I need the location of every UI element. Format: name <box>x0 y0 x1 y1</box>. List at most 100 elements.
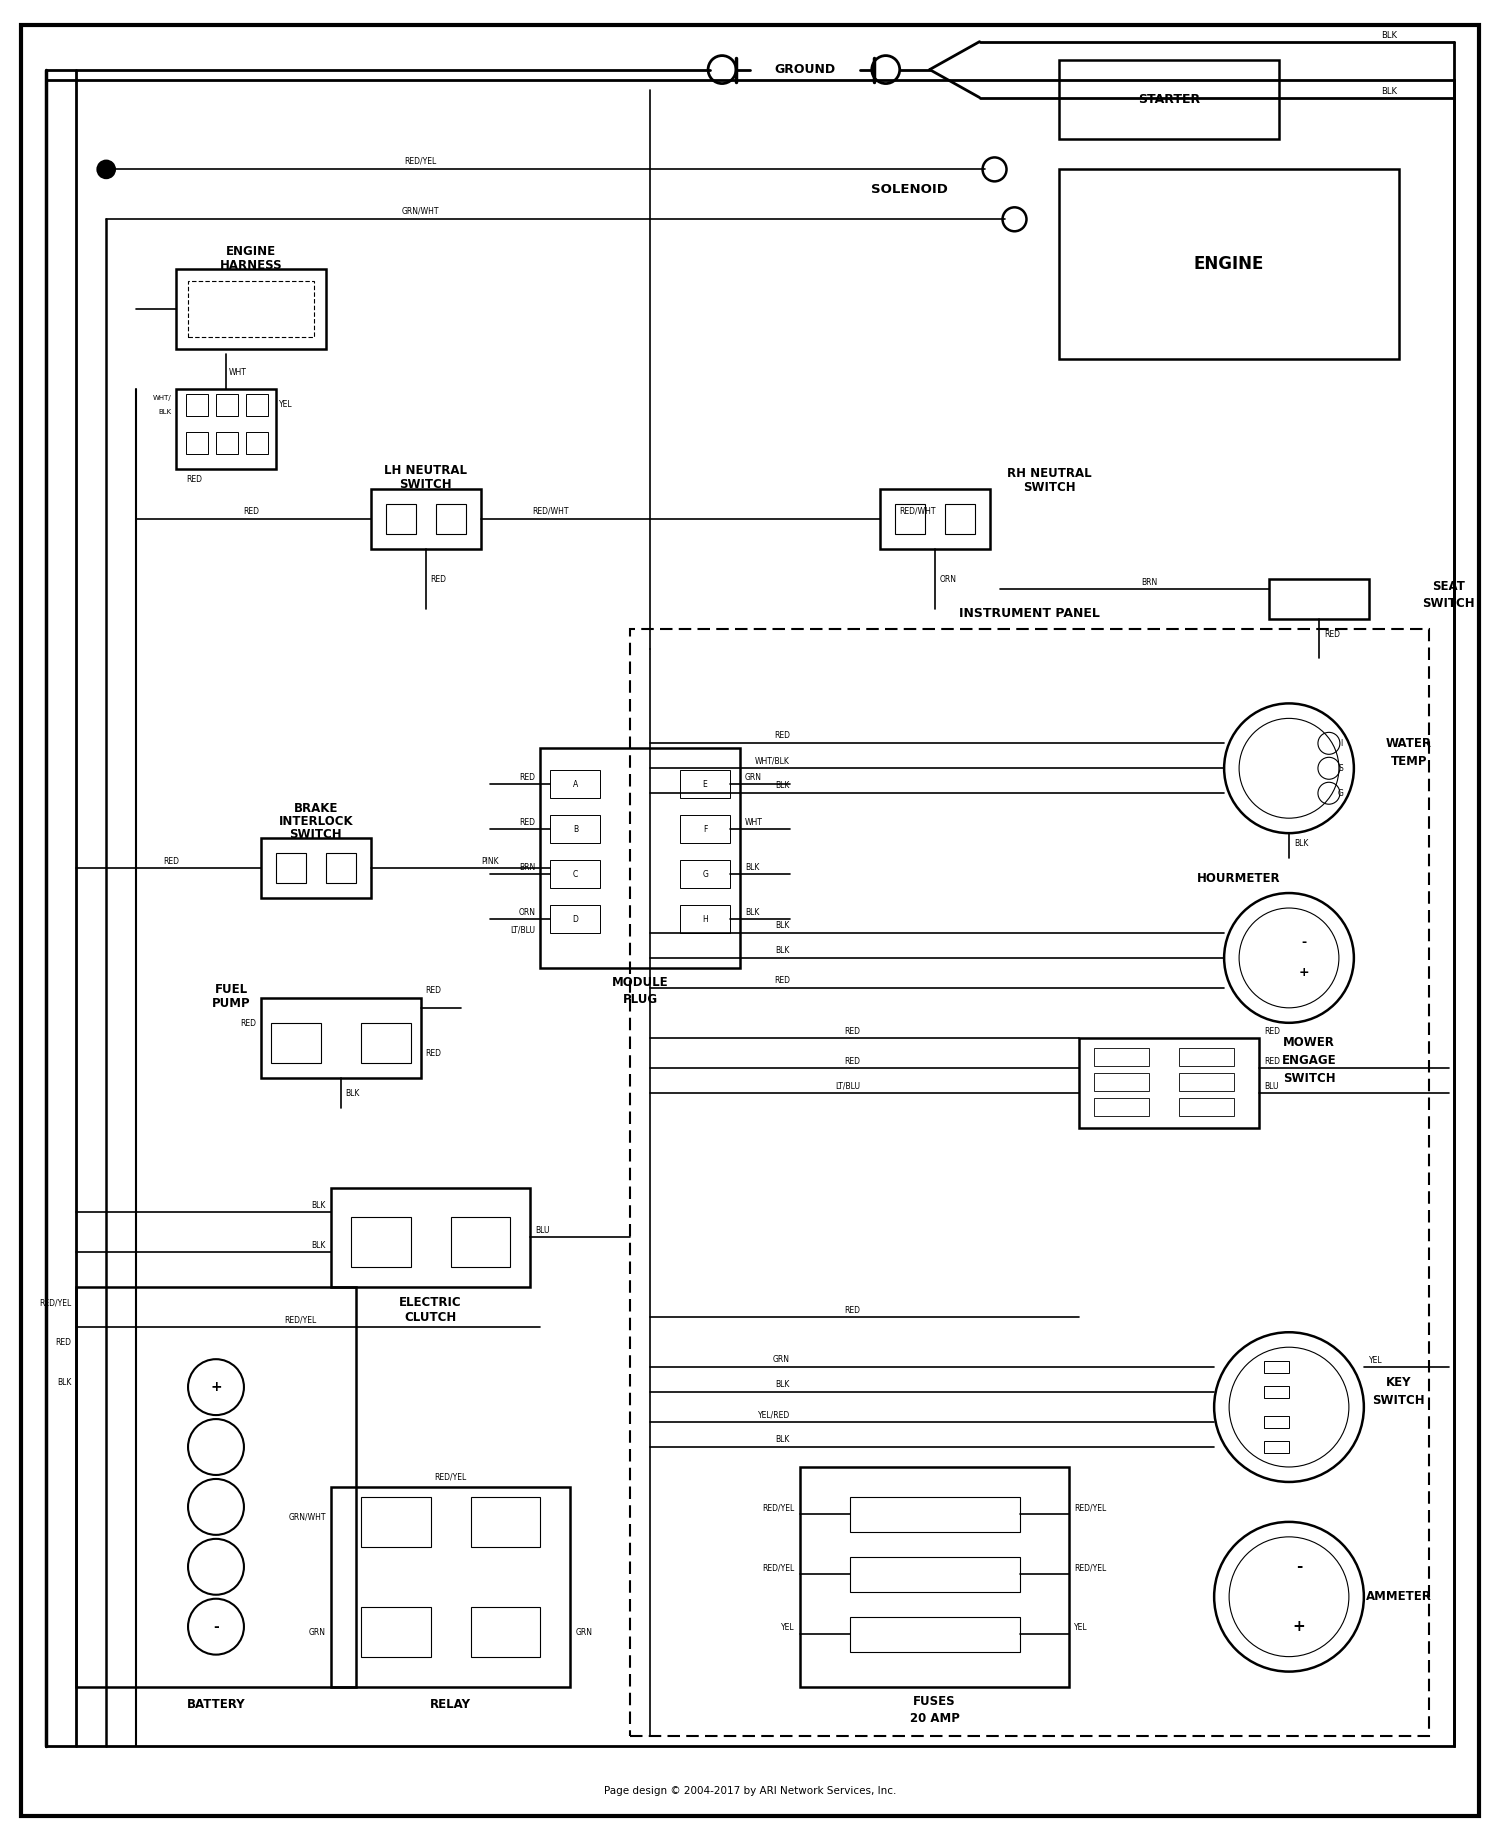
Text: BLK: BLK <box>1382 31 1396 40</box>
Text: WHT: WHT <box>230 368 248 377</box>
Text: RED: RED <box>243 507 260 516</box>
Text: SWITCH: SWITCH <box>1422 597 1474 610</box>
Text: PLUG: PLUG <box>622 993 658 1007</box>
Text: RED/YEL: RED/YEL <box>285 1316 316 1323</box>
Text: ORN: ORN <box>939 575 957 584</box>
Text: MOWER: MOWER <box>1282 1037 1335 1049</box>
Text: RED: RED <box>1324 630 1340 638</box>
Text: GRN: GRN <box>772 1355 790 1364</box>
Text: TEMP: TEMP <box>1390 755 1426 768</box>
Text: 20 AMP: 20 AMP <box>909 1711 960 1726</box>
Text: AMMETER: AMMETER <box>1366 1590 1431 1603</box>
Text: RED: RED <box>1264 1027 1280 1037</box>
Text: RED: RED <box>164 857 178 866</box>
Text: BLK: BLK <box>776 921 790 930</box>
Text: BLU: BLU <box>536 1226 550 1235</box>
Text: BRAKE: BRAKE <box>294 801 338 814</box>
Text: RED/YEL: RED/YEL <box>435 1472 466 1481</box>
Text: YEL: YEL <box>279 401 292 408</box>
Text: SOLENOID: SOLENOID <box>871 182 948 197</box>
Circle shape <box>98 160 116 178</box>
Text: YEL: YEL <box>1370 1356 1383 1366</box>
Text: GRN/WHT: GRN/WHT <box>288 1513 326 1522</box>
Text: ENGAGE: ENGAGE <box>1281 1055 1336 1068</box>
Text: SWITCH: SWITCH <box>399 478 451 491</box>
Text: SWITCH: SWITCH <box>1282 1072 1335 1084</box>
Text: FUEL: FUEL <box>214 983 248 996</box>
Text: BLK: BLK <box>746 908 759 917</box>
Text: ELECTRIC: ELECTRIC <box>399 1296 462 1309</box>
Text: HARNESS: HARNESS <box>219 259 282 272</box>
Text: I: I <box>1340 739 1342 748</box>
Text: YEL/RED: YEL/RED <box>758 1410 790 1419</box>
Text: ENGINE: ENGINE <box>226 244 276 257</box>
Text: RED: RED <box>56 1338 72 1347</box>
Text: BLK: BLK <box>776 1435 790 1445</box>
Text: RED: RED <box>426 1049 441 1057</box>
Text: INSTRUMENT PANEL: INSTRUMENT PANEL <box>958 607 1100 619</box>
Text: G: G <box>1338 789 1344 798</box>
Text: GRN: GRN <box>309 1628 326 1636</box>
Text: LH NEUTRAL: LH NEUTRAL <box>384 465 466 478</box>
Text: BLK: BLK <box>1382 86 1396 96</box>
Text: RED/WHT: RED/WHT <box>900 507 936 516</box>
Text: PINK: PINK <box>482 857 500 866</box>
Text: -: - <box>1302 936 1306 950</box>
Text: BLK: BLK <box>1294 840 1308 847</box>
Text: RED/YEL: RED/YEL <box>405 156 436 165</box>
Text: RED/YEL: RED/YEL <box>39 1298 72 1307</box>
Text: RED/YEL: RED/YEL <box>762 1564 795 1571</box>
Text: SEAT: SEAT <box>1432 581 1466 594</box>
Text: GROUND: GROUND <box>774 62 836 75</box>
Text: INTERLOCK: INTERLOCK <box>279 814 352 827</box>
Text: RED: RED <box>519 774 536 783</box>
Text: D: D <box>573 915 579 923</box>
FancyBboxPatch shape <box>1264 1386 1288 1399</box>
Text: BLK: BLK <box>776 781 790 790</box>
Text: BLK: BLK <box>312 1241 326 1250</box>
Text: RED/YEL: RED/YEL <box>762 1503 795 1513</box>
Text: WATER: WATER <box>1386 737 1432 750</box>
Text: WHT: WHT <box>746 818 764 827</box>
Text: RED: RED <box>844 1027 859 1037</box>
Text: SWITCH: SWITCH <box>290 827 342 840</box>
Text: G: G <box>702 869 708 879</box>
Text: PUMP: PUMP <box>211 998 250 1011</box>
Text: BLK: BLK <box>776 1380 790 1390</box>
Text: STARTER: STARTER <box>1138 94 1200 107</box>
Text: KEY: KEY <box>1386 1375 1411 1390</box>
Text: RED: RED <box>1264 1057 1280 1066</box>
Text: BLU: BLU <box>1264 1083 1278 1090</box>
Text: GRN/WHT: GRN/WHT <box>402 206 439 215</box>
Text: C: C <box>573 869 578 879</box>
Text: +: + <box>1299 967 1310 980</box>
Text: BLK: BLK <box>158 408 171 415</box>
Text: YEL: YEL <box>1074 1623 1088 1632</box>
Text: ORN: ORN <box>519 908 536 917</box>
Text: MODULE: MODULE <box>612 976 669 989</box>
Text: BATTERY: BATTERY <box>186 1698 246 1711</box>
FancyBboxPatch shape <box>1264 1362 1288 1373</box>
Text: B: B <box>573 825 578 834</box>
Text: SWITCH: SWITCH <box>1372 1393 1425 1406</box>
Text: RELAY: RELAY <box>430 1698 471 1711</box>
Text: RED: RED <box>844 1307 859 1316</box>
Text: YEL: YEL <box>782 1623 795 1632</box>
Text: RED: RED <box>426 985 441 994</box>
Text: S: S <box>1338 765 1344 772</box>
Text: CLUTCH: CLUTCH <box>405 1310 456 1323</box>
Text: BLK: BLK <box>345 1088 360 1097</box>
Text: BLK: BLK <box>312 1202 326 1211</box>
Text: FUSES: FUSES <box>914 1695 956 1708</box>
FancyBboxPatch shape <box>1264 1415 1288 1428</box>
FancyBboxPatch shape <box>1264 1441 1288 1454</box>
Text: RED/YEL: RED/YEL <box>1074 1564 1107 1571</box>
Text: RED: RED <box>186 474 202 483</box>
Text: -: - <box>213 1619 219 1634</box>
Text: +: + <box>210 1380 222 1395</box>
Text: SWITCH: SWITCH <box>1023 482 1076 494</box>
Text: RED: RED <box>519 818 536 827</box>
Text: F: F <box>704 825 708 834</box>
Text: BLK: BLK <box>776 947 790 956</box>
Text: Page design © 2004-2017 by ARI Network Services, Inc.: Page design © 2004-2017 by ARI Network S… <box>604 1787 896 1796</box>
